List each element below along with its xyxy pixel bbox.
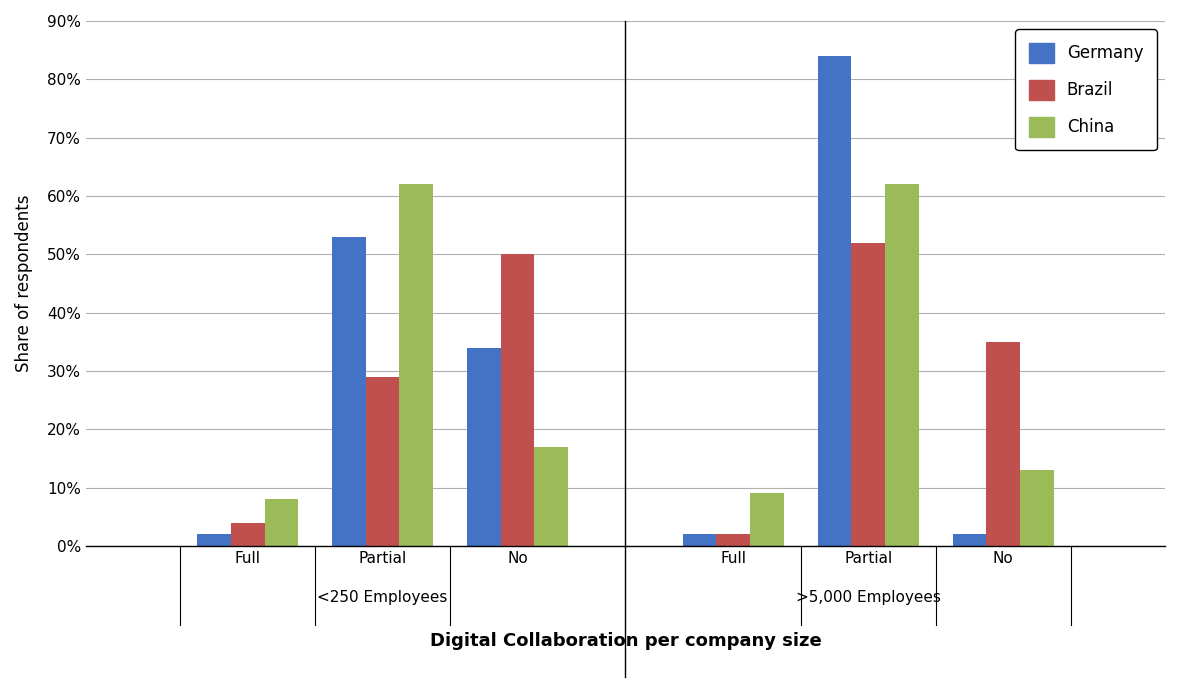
Bar [332, 237, 366, 546]
Bar [399, 184, 433, 546]
Bar [986, 342, 1020, 546]
Bar [1020, 470, 1054, 546]
Bar [197, 534, 231, 546]
Bar [535, 447, 568, 546]
Bar [231, 523, 264, 546]
Y-axis label: Share of respondents: Share of respondents [15, 195, 33, 372]
Bar [885, 184, 919, 546]
Bar [683, 534, 716, 546]
Bar [366, 377, 399, 546]
Text: <250 Employees: <250 Employees [317, 590, 447, 606]
Bar [750, 494, 784, 546]
Bar [500, 254, 535, 546]
Legend: Germany, Brazil, China: Germany, Brazil, China [1015, 29, 1156, 150]
Text: >5,000 Employees: >5,000 Employees [795, 590, 940, 606]
Bar [467, 348, 500, 546]
Bar [264, 499, 299, 546]
Bar [716, 534, 750, 546]
Bar [851, 242, 885, 546]
X-axis label: Digital Collaboration per company size: Digital Collaboration per company size [430, 632, 821, 650]
Bar [818, 56, 851, 546]
Bar [952, 534, 986, 546]
